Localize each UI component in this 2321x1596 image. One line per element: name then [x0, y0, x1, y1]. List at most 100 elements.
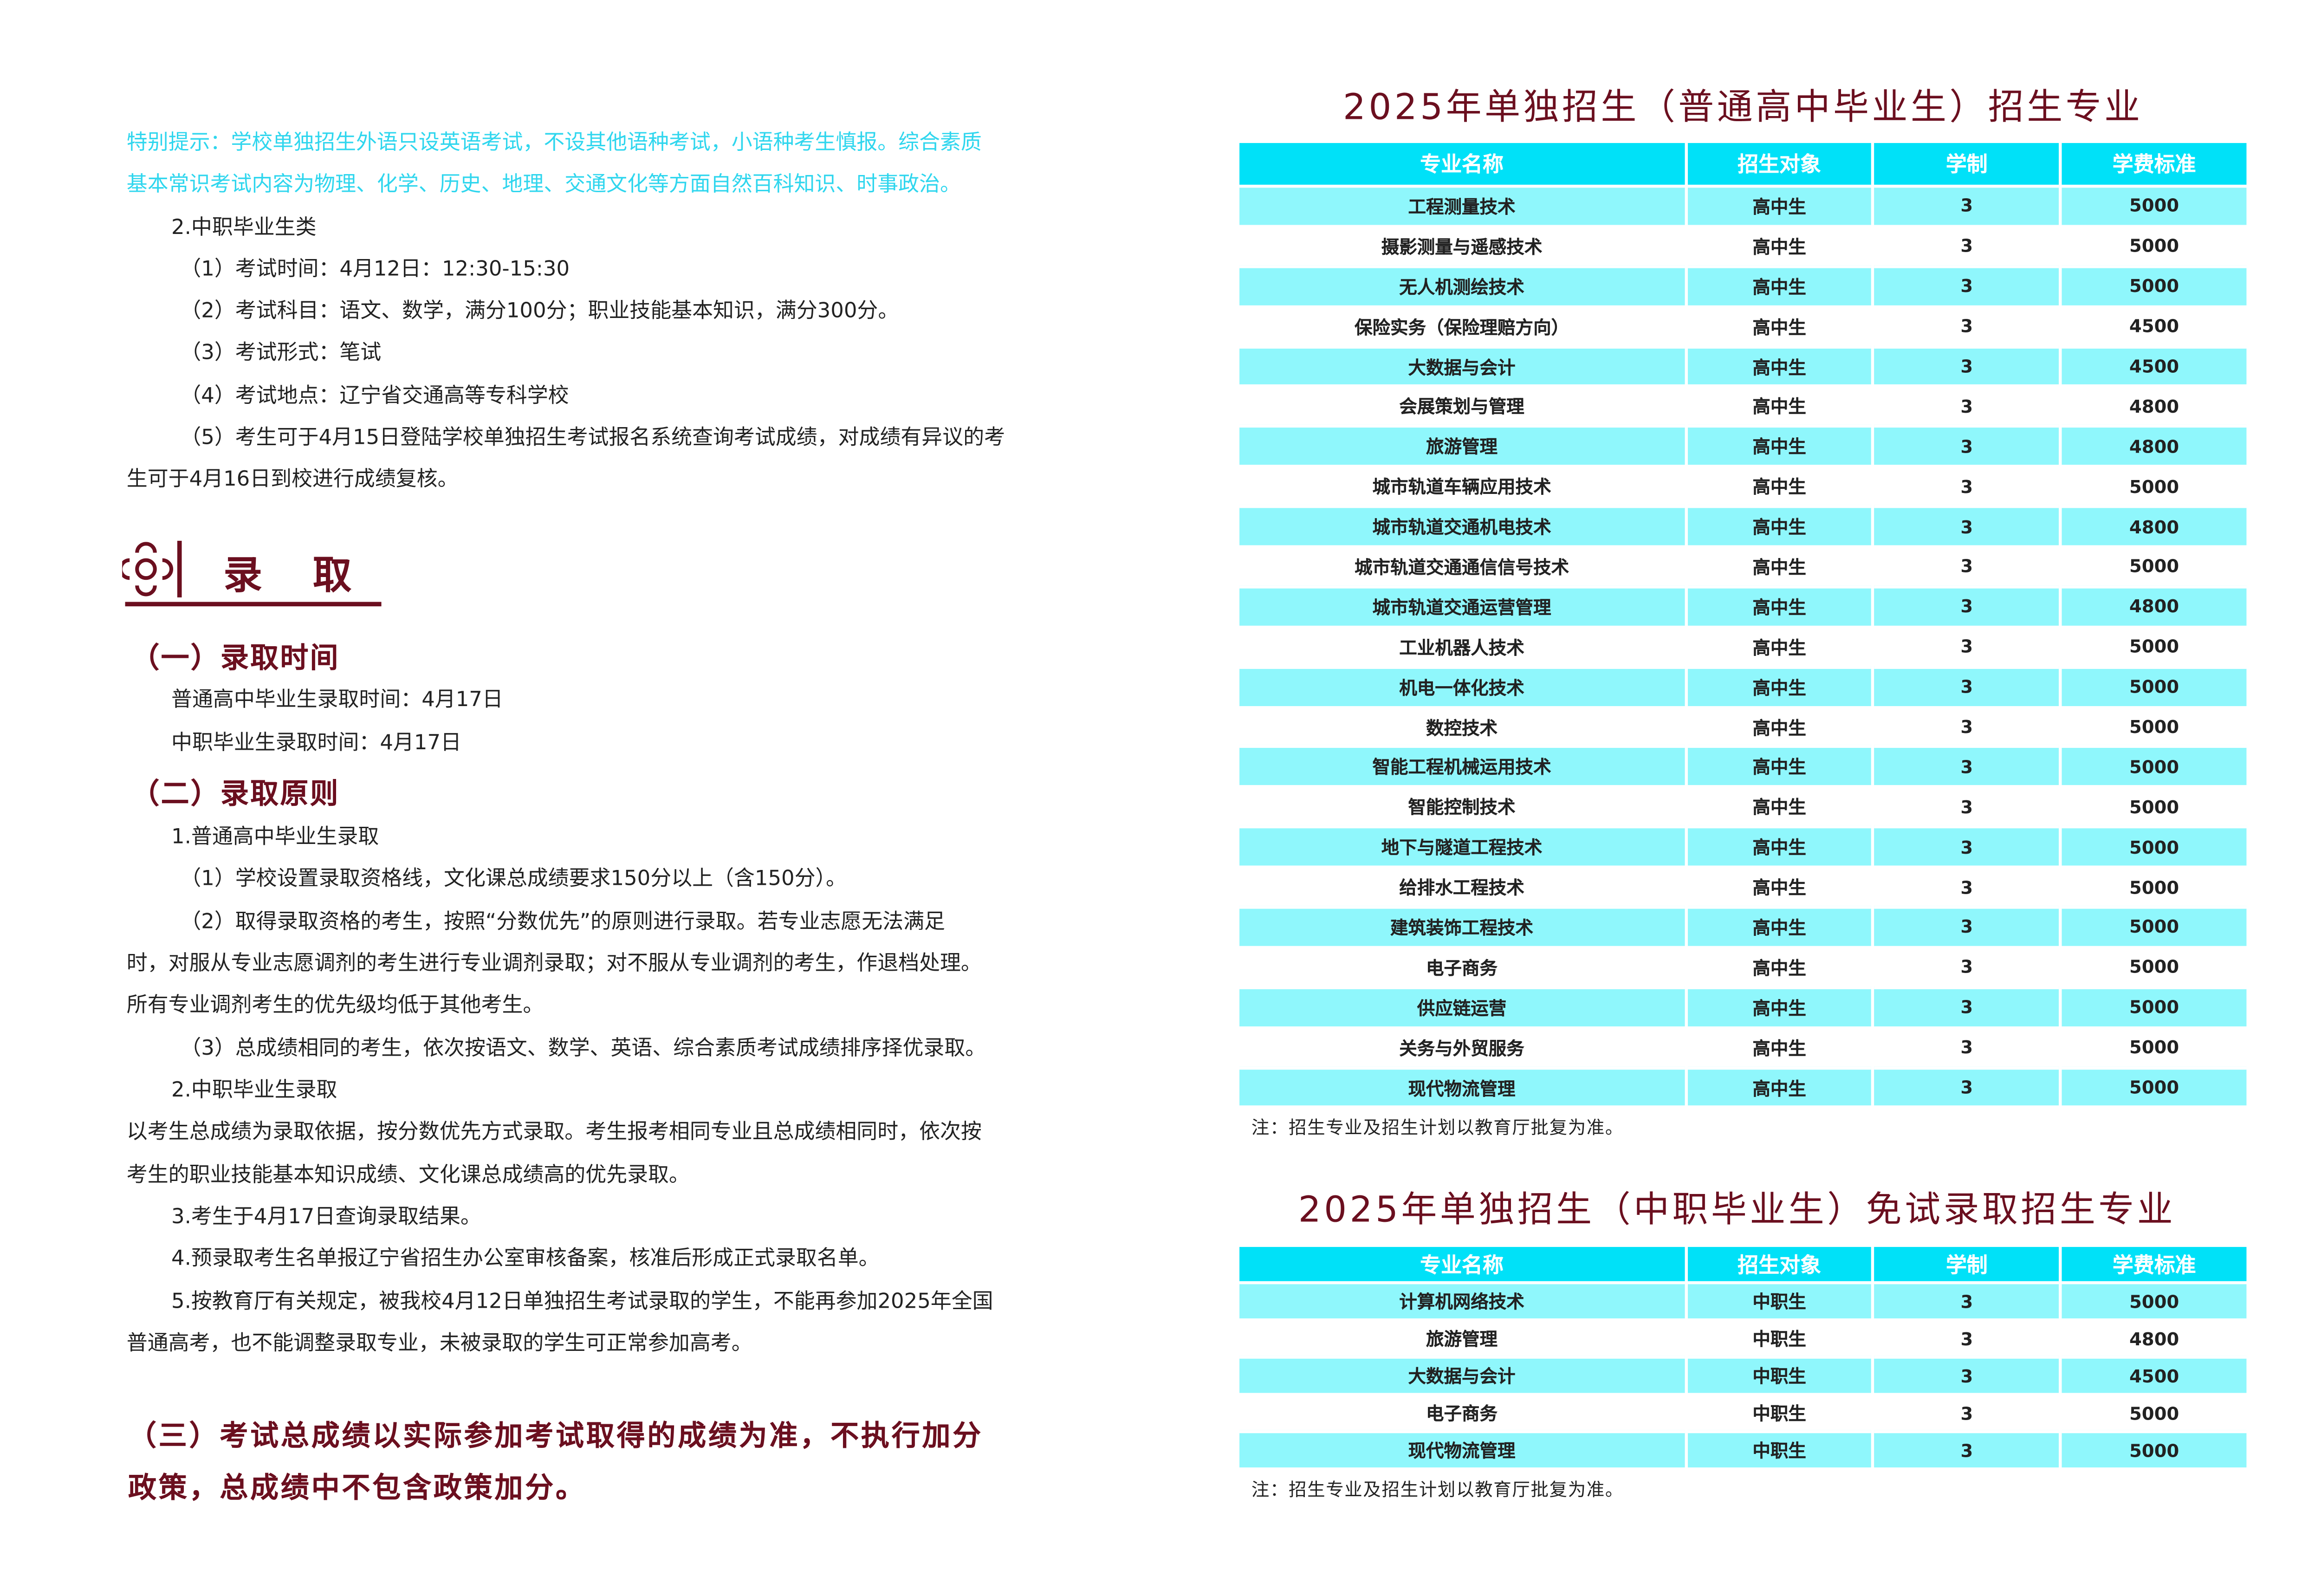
table-row: 城市轨道车辆应用技术 高中生 3 5000 — [1239, 465, 2247, 505]
table-cell: 4500 — [2062, 305, 2247, 345]
table-cell: 中职生 — [1687, 1430, 1872, 1468]
table-cell: 5000 — [2062, 906, 2247, 946]
table-cell: 高中生 — [1687, 545, 1872, 585]
table-cell: 数控技术 — [1239, 705, 1685, 746]
table-row: 城市轨道交通通信信号技术 高中生 3 5000 — [1239, 545, 2247, 585]
table-cell: 3 — [1874, 1393, 2059, 1430]
table-cell: 电子商务 — [1239, 1393, 1685, 1430]
table-cell: 高中生 — [1687, 1066, 1872, 1106]
text-line: 5.按教育厅有关规定，被我校4月12日单独招生考试录取的学生，不能再参加2025… — [171, 1290, 993, 1314]
table-row: 工程测量技术 高中生 3 5000 — [1239, 184, 2247, 225]
table-row: 大数据与会计 高中生 3 4500 — [1239, 345, 2247, 385]
column-header: 招生对象 — [1687, 143, 1872, 185]
text-line: 1.普通高中毕业生录取 — [171, 825, 379, 850]
table-cell: 城市轨道交通通信信号技术 — [1239, 545, 1685, 585]
table-cell: 保险实务（保险理赔方向） — [1239, 305, 1685, 345]
table-cell: 高中生 — [1687, 986, 1872, 1026]
table-cell: 3 — [1874, 225, 2059, 265]
table-cell: 5000 — [2062, 1026, 2247, 1066]
table-cell: 3 — [1874, 865, 2059, 906]
table-cell: 高中生 — [1687, 946, 1872, 986]
table-cell: 3 — [1874, 1026, 2059, 1066]
table-cell: 3 — [1874, 946, 2059, 986]
table-cell: 高中生 — [1687, 906, 1872, 946]
table-cell: 关务与外贸服务 — [1239, 1026, 1685, 1066]
text-line: （1）学校设置录取资格线，文化课总成绩要求150分以上（含150分）。 — [180, 867, 847, 891]
table-cell: 高中生 — [1687, 825, 1872, 866]
table-cell: 5000 — [2062, 665, 2247, 706]
policy-note: 政策，总成绩中不包含政策加分。 — [128, 1472, 586, 1505]
table-cell: 城市轨道交通机电技术 — [1239, 505, 1685, 545]
table-cell: 4800 — [2062, 1318, 2247, 1356]
table-cell: 4800 — [2062, 505, 2247, 545]
table-cell: 3 — [1874, 705, 2059, 746]
table-cell: 高中生 — [1687, 746, 1872, 786]
exam-item: （3）考试形式：笔试 — [180, 341, 382, 365]
table-cell: 电子商务 — [1239, 946, 1685, 986]
exam-item: （2）考试科目：语文、数学，满分100分；职业技能基本知识，满分300分。 — [180, 299, 899, 324]
table-cell: 中职生 — [1687, 1393, 1872, 1430]
table-cell: 高中生 — [1687, 585, 1872, 626]
table-cell: 4800 — [2062, 385, 2247, 425]
table-cell: 3 — [1874, 1066, 2059, 1106]
table-cell: 高中生 — [1687, 505, 1872, 545]
table-row: 供应链运营 高中生 3 5000 — [1239, 986, 2247, 1026]
section-underline — [125, 602, 382, 607]
text-line: 所有专业调剂考生的优先级均低于其他考生。 — [126, 993, 544, 1018]
table-cell: 地下与隧道工程技术 — [1239, 825, 1685, 866]
table2-title: 2025年单独招生（中职毕业生）免试录取招生专业 — [1298, 1188, 2176, 1231]
table-cell: 5000 — [2062, 1430, 2247, 1468]
table-cell: 3 — [1874, 825, 2059, 866]
table-cell: 高中生 — [1687, 625, 1872, 665]
text-line: （3）总成绩相同的考生，依次按语文、数学、英语、综合素质考试成绩排序择优录取。 — [180, 1037, 986, 1061]
table-cell: 大数据与会计 — [1239, 1356, 1685, 1393]
table-cell: 3 — [1874, 986, 2059, 1026]
table-cell: 中职生 — [1687, 1281, 1872, 1319]
exam-item: （4）考试地点：辽宁省交通高等专科学校 — [180, 384, 569, 409]
table-cell: 智能控制技术 — [1239, 785, 1685, 825]
table-row: 大数据与会计 中职生 3 4500 — [1239, 1356, 2247, 1393]
table-cell: 中职生 — [1687, 1318, 1872, 1356]
table-row: 旅游管理 高中生 3 4800 — [1239, 425, 2247, 466]
table-cell: 建筑装饰工程技术 — [1239, 906, 1685, 946]
table-row: 工业机器人技术 高中生 3 5000 — [1239, 625, 2247, 665]
table-cell: 高中生 — [1687, 865, 1872, 906]
sub-title: （二）录取原则 — [131, 778, 340, 811]
table-cell: 3 — [1874, 665, 2059, 706]
table1-title: 2025年单独招生（普通高中毕业生）招生专业 — [1342, 86, 2143, 128]
table-row: 城市轨道交通运营管理 高中生 3 4800 — [1239, 585, 2247, 626]
table-cell: 大数据与会计 — [1239, 345, 1685, 385]
column-header: 学制 — [1874, 1247, 2059, 1281]
table1-note: 注：招生专业及招生计划以教育厅批复为准。 — [1251, 1117, 1624, 1138]
table-cell: 3 — [1874, 465, 2059, 505]
divider — [177, 540, 182, 597]
table-row: 保险实务（保险理赔方向） 高中生 3 4500 — [1239, 305, 2247, 345]
table-cell: 现代物流管理 — [1239, 1430, 1685, 1468]
policy-note: （三）考试总成绩以实际参加考试取得的成绩为准，不执行加分 — [128, 1420, 984, 1453]
table-row: 智能工程机械运用技术 高中生 3 5000 — [1239, 746, 2247, 786]
table-cell: 5000 — [2062, 1281, 2247, 1319]
table-cell: 供应链运营 — [1239, 986, 1685, 1026]
table-cell: 5000 — [2062, 785, 2247, 825]
table-cell: 3 — [1874, 1356, 2059, 1393]
table-row: 现代物流管理 高中生 3 5000 — [1239, 1066, 2247, 1106]
text-line: 3.考生于4月17日查询录取结果。 — [171, 1205, 481, 1229]
table-cell: 5000 — [2062, 184, 2247, 225]
column-header: 学费标准 — [2062, 1247, 2247, 1281]
table-cell: 5000 — [2062, 986, 2247, 1026]
table-cell: 高中生 — [1687, 225, 1872, 265]
text-line: 以考生总成绩为录取依据，按分数优先方式录取。考生报考相同专业且总成绩相同时，依次… — [126, 1120, 982, 1144]
table-cell: 高中生 — [1687, 345, 1872, 385]
table-cell: 3 — [1874, 505, 2059, 545]
table-cell: 旅游管理 — [1239, 1318, 1685, 1356]
table-cell: 3 — [1874, 345, 2059, 385]
table-row: 建筑装饰工程技术 高中生 3 5000 — [1239, 906, 2247, 946]
table-cell: 3 — [1874, 585, 2059, 626]
table-cell: 5000 — [2062, 705, 2247, 746]
table-cell: 3 — [1874, 1430, 2059, 1468]
table-row: 无人机测绘技术 高中生 3 5000 — [1239, 265, 2247, 305]
table-cell: 高中生 — [1687, 465, 1872, 505]
table-cell: 5000 — [2062, 946, 2247, 986]
table-cell: 4500 — [2062, 345, 2247, 385]
table-cell: 5000 — [2062, 465, 2247, 505]
